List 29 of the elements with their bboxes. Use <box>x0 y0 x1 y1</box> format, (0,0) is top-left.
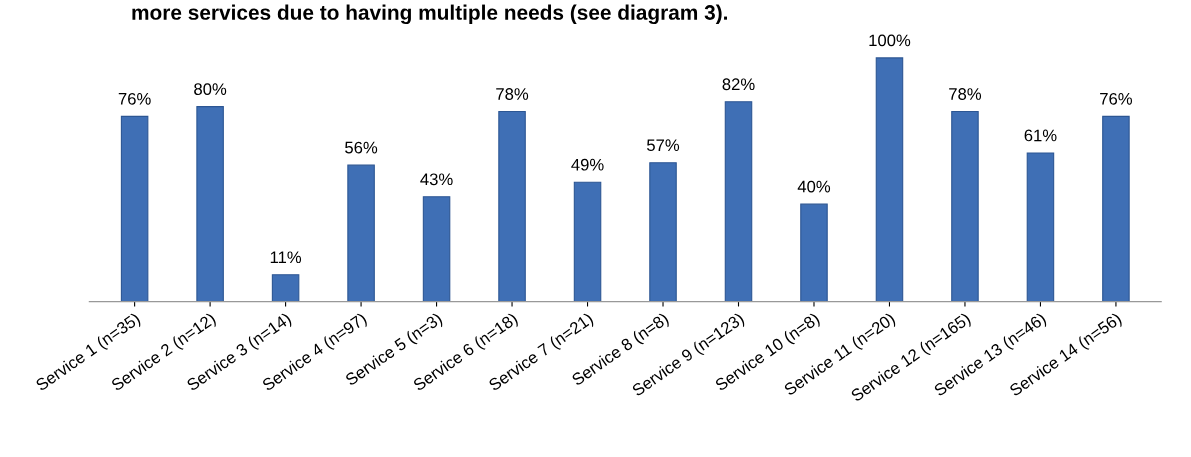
bar <box>573 181 602 302</box>
bar <box>1026 152 1055 302</box>
data-label: 49% <box>571 158 604 171</box>
bar <box>196 106 224 302</box>
data-label: 100% <box>869 34 911 47</box>
chart-title: more services due to having multiple needs (see diagram 3). <box>132 4 727 25</box>
data-label: 11% <box>270 251 302 264</box>
bar <box>649 162 677 302</box>
bar <box>271 274 300 302</box>
data-label: 40% <box>797 180 831 193</box>
bar <box>120 115 149 302</box>
data-label: 61% <box>1024 129 1057 142</box>
bar <box>1102 115 1130 302</box>
bar <box>800 203 828 302</box>
data-label: 78% <box>949 88 982 100</box>
data-label: 56% <box>345 141 378 154</box>
bar <box>951 110 979 302</box>
bar <box>724 101 753 302</box>
data-label: 76% <box>1100 92 1133 105</box>
data-label: 57% <box>647 139 680 152</box>
data-label: 43% <box>420 173 453 186</box>
bar <box>422 196 451 302</box>
bar <box>498 110 526 302</box>
bar <box>347 164 375 302</box>
data-label: 82% <box>722 78 755 91</box>
data-label: 80% <box>194 83 227 96</box>
bar <box>875 57 904 302</box>
data-label: 78% <box>496 88 529 100</box>
data-label: 76% <box>118 92 151 105</box>
